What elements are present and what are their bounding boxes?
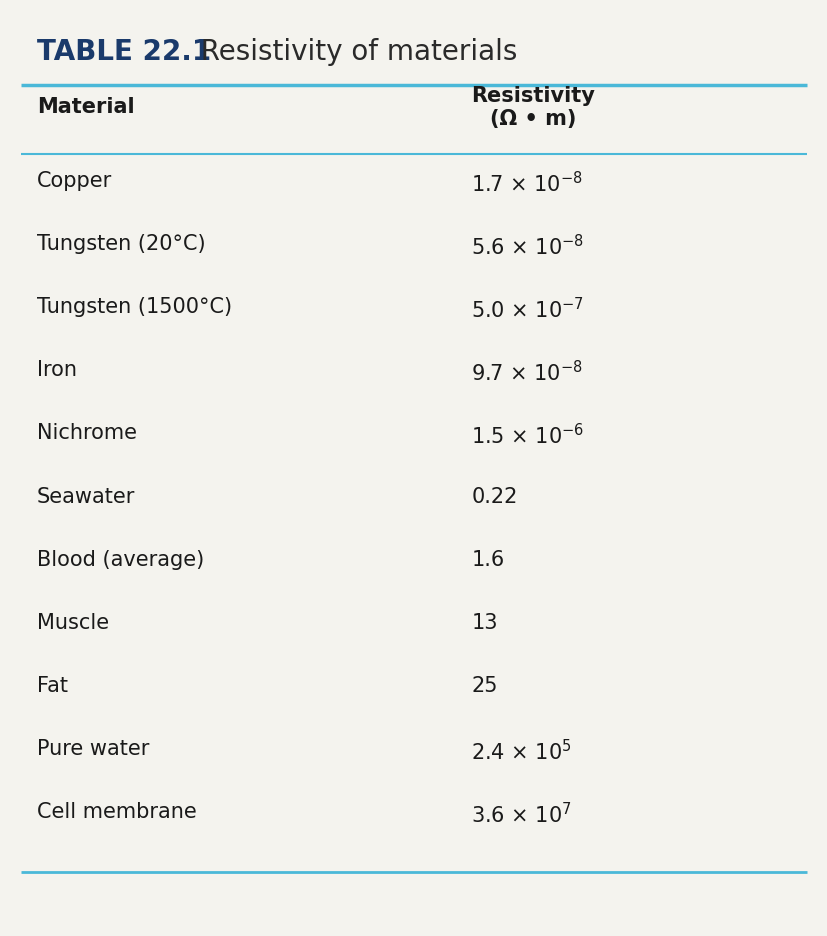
Text: Cell membrane: Cell membrane — [37, 802, 197, 822]
Text: Nichrome: Nichrome — [37, 423, 136, 444]
Text: TABLE 22.1: TABLE 22.1 — [37, 38, 211, 66]
Text: Resistivity
(Ω • m): Resistivity (Ω • m) — [471, 86, 595, 129]
Text: Fat: Fat — [37, 676, 68, 695]
Text: 5.0 × 10$^{-7}$: 5.0 × 10$^{-7}$ — [471, 298, 584, 323]
Text: 25: 25 — [471, 676, 497, 695]
Text: Tungsten (1500°C): Tungsten (1500°C) — [37, 298, 232, 317]
Text: Material: Material — [37, 97, 135, 117]
Text: Iron: Iron — [37, 360, 77, 380]
Text: Resistivity of materials: Resistivity of materials — [183, 38, 517, 66]
Text: Muscle: Muscle — [37, 613, 109, 633]
Text: Pure water: Pure water — [37, 739, 149, 759]
Text: Blood (average): Blood (average) — [37, 549, 204, 570]
Text: 1.7 × 10$^{-8}$: 1.7 × 10$^{-8}$ — [471, 171, 582, 197]
Text: 1.5 × 10$^{-6}$: 1.5 × 10$^{-6}$ — [471, 423, 584, 448]
Text: Copper: Copper — [37, 171, 112, 191]
Text: 0.22: 0.22 — [471, 487, 517, 506]
Text: 2.4 × 10$^{5}$: 2.4 × 10$^{5}$ — [471, 739, 571, 764]
Text: 9.7 × 10$^{-8}$: 9.7 × 10$^{-8}$ — [471, 360, 582, 386]
Text: 5.6 × 10$^{-8}$: 5.6 × 10$^{-8}$ — [471, 234, 584, 259]
Text: 13: 13 — [471, 613, 497, 633]
Text: 3.6 × 10$^{7}$: 3.6 × 10$^{7}$ — [471, 802, 571, 827]
Text: 1.6: 1.6 — [471, 549, 504, 570]
Text: Tungsten (20°C): Tungsten (20°C) — [37, 234, 205, 255]
Text: Seawater: Seawater — [37, 487, 135, 506]
